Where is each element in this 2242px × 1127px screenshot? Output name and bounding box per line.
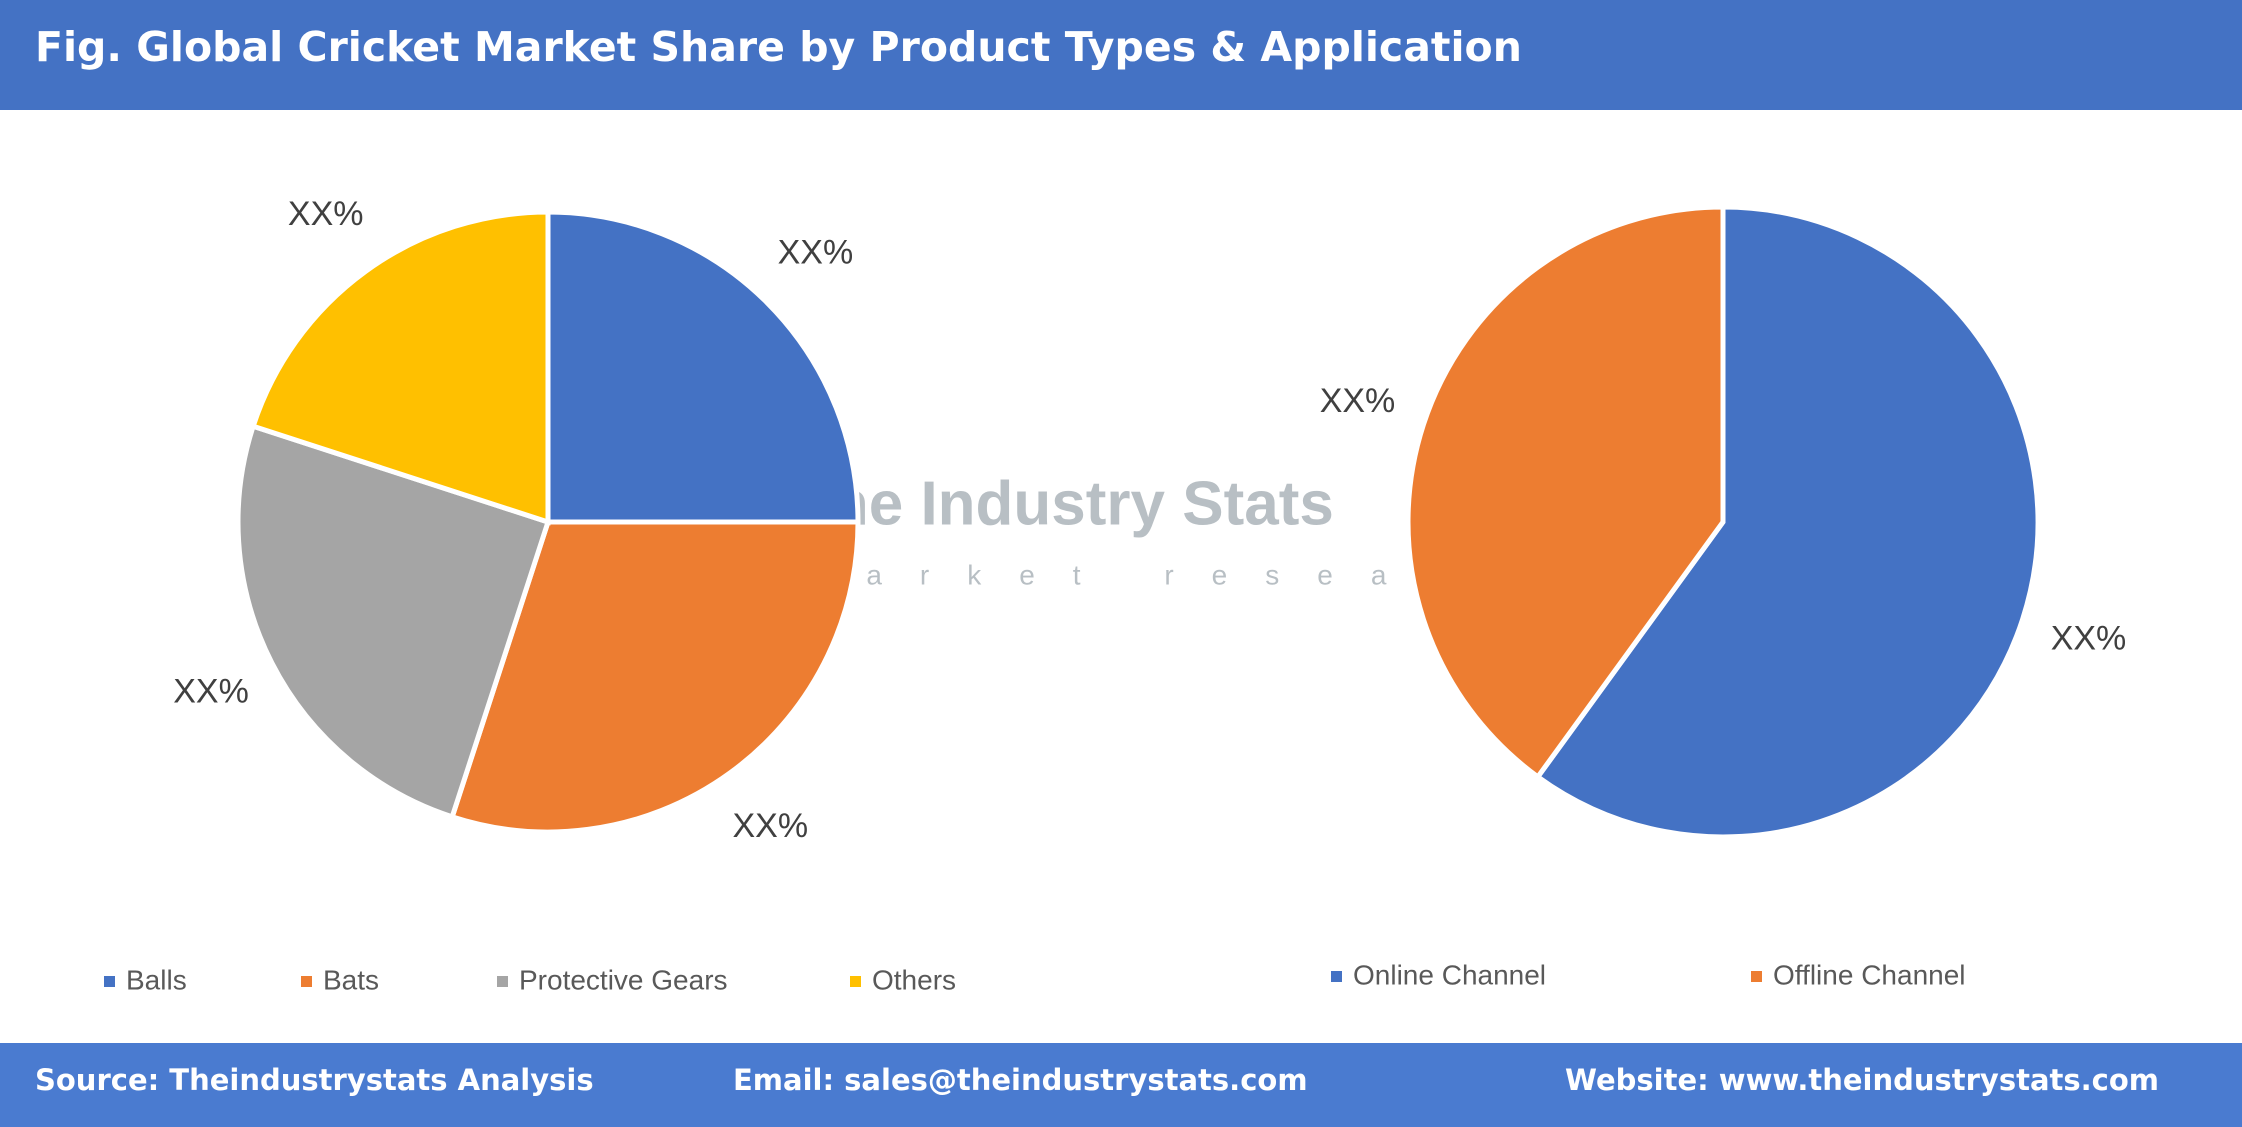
pie-slice: [545, 209, 861, 525]
data-label: XX%: [288, 195, 364, 233]
legend-label: Bats: [323, 964, 379, 995]
legend-marker: [301, 976, 312, 987]
header-bar: [0, 0, 2242, 110]
footer-source: Source: Theindustrystats Analysis: [35, 1063, 594, 1097]
watermark-name: The Industry Stats: [793, 469, 1334, 538]
title: Fig. Global Cricket Market Share by Prod…: [35, 23, 1522, 71]
pie-slice: [1405, 204, 1726, 781]
footer-email: Email: sales@theindustrystats.com: [733, 1063, 1308, 1097]
legend-marker: [497, 976, 508, 987]
legend-marker: [1751, 971, 1762, 982]
pie-slice: [1534, 204, 2041, 840]
legend-marker: [1331, 971, 1342, 982]
pie-slice: [449, 519, 861, 835]
pie-slice: [250, 209, 551, 526]
legend-label: Online Channel: [1353, 959, 1546, 990]
legend-label: Protective Gears: [519, 964, 728, 995]
data-label: XX%: [733, 807, 809, 845]
footer-website: Website: www.theindustrystats.com: [1565, 1063, 2159, 1097]
data-label: XX%: [778, 234, 854, 272]
pie-slice: [235, 423, 552, 820]
legend-label: Balls: [126, 964, 187, 995]
legend-label: Offline Channel: [1773, 959, 1966, 990]
legend-marker: [104, 976, 115, 987]
legend-label: Others: [872, 964, 956, 995]
data-label: XX%: [1320, 382, 1396, 420]
data-label: XX%: [173, 673, 249, 711]
data-label: XX%: [2051, 620, 2127, 658]
legend-marker: [850, 976, 861, 987]
footer-bar: [0, 1043, 2242, 1127]
